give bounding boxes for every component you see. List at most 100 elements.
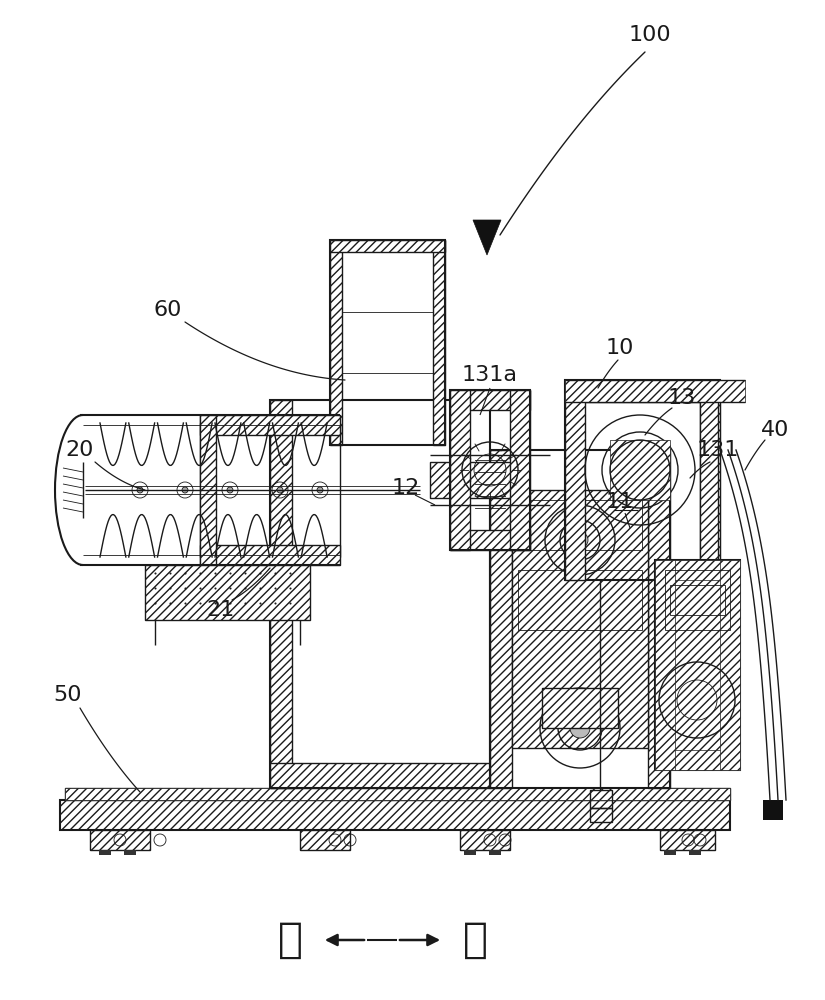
Text: 21: 21 <box>206 600 234 620</box>
Text: 131: 131 <box>697 440 739 460</box>
Bar <box>655 560 740 580</box>
Text: 左: 左 <box>277 919 303 961</box>
Bar <box>330 240 342 445</box>
Bar <box>450 390 470 550</box>
Bar <box>270 763 490 788</box>
Bar <box>270 400 490 788</box>
Text: 20: 20 <box>66 440 94 460</box>
Bar <box>510 390 530 550</box>
Bar <box>565 380 585 580</box>
Bar <box>565 380 720 402</box>
Bar <box>655 750 740 770</box>
Bar <box>65 788 730 800</box>
Bar <box>270 400 292 788</box>
Bar <box>460 830 510 850</box>
Bar <box>65 788 730 800</box>
Bar <box>490 450 512 788</box>
Text: 100: 100 <box>629 25 672 45</box>
Bar <box>200 423 340 557</box>
Text: 右: 右 <box>463 919 488 961</box>
Circle shape <box>227 487 233 493</box>
Bar <box>700 380 720 580</box>
Bar <box>660 830 715 850</box>
Circle shape <box>137 487 143 493</box>
Text: 12: 12 <box>392 478 420 498</box>
Bar <box>518 500 642 550</box>
Bar <box>330 240 445 252</box>
Bar <box>215 580 245 598</box>
Bar <box>665 570 730 630</box>
Bar <box>145 565 310 620</box>
Polygon shape <box>473 220 501 255</box>
Bar <box>200 415 340 435</box>
Bar <box>460 830 510 850</box>
Bar <box>433 240 445 445</box>
Bar <box>450 530 530 550</box>
Circle shape <box>182 487 188 493</box>
Bar <box>430 462 520 498</box>
Bar <box>450 390 470 550</box>
Bar <box>565 380 720 402</box>
Bar <box>518 570 642 630</box>
Bar <box>655 560 675 770</box>
Bar <box>510 390 530 550</box>
Bar <box>99 850 111 855</box>
Text: 10: 10 <box>606 338 634 358</box>
Bar <box>60 800 730 830</box>
Circle shape <box>618 448 662 492</box>
Bar <box>590 790 612 808</box>
Bar <box>565 380 720 580</box>
Text: 50: 50 <box>54 685 82 705</box>
Bar <box>565 380 585 580</box>
Bar <box>655 560 740 770</box>
Bar <box>300 830 350 850</box>
Bar <box>200 415 216 565</box>
Bar <box>450 390 530 550</box>
Bar <box>670 585 725 615</box>
Bar <box>648 450 670 788</box>
Bar <box>660 830 715 850</box>
Bar <box>433 240 445 445</box>
Bar <box>200 545 340 565</box>
Circle shape <box>570 718 590 738</box>
Bar <box>330 240 342 445</box>
Bar <box>60 800 730 830</box>
Bar <box>763 800 783 820</box>
Text: 40: 40 <box>761 420 790 440</box>
Bar <box>90 830 150 850</box>
Bar <box>700 380 720 580</box>
Bar <box>300 830 350 850</box>
Bar <box>145 565 310 620</box>
Bar <box>450 530 530 550</box>
Circle shape <box>572 532 588 548</box>
Circle shape <box>277 487 283 493</box>
Bar <box>542 688 618 728</box>
Bar <box>512 490 648 748</box>
Text: 13: 13 <box>668 388 696 408</box>
Bar <box>430 462 520 498</box>
Bar <box>489 850 501 855</box>
Bar <box>270 400 292 788</box>
Bar <box>200 415 216 565</box>
Bar <box>450 390 530 410</box>
Bar <box>590 808 612 822</box>
Bar <box>542 688 618 728</box>
Bar <box>565 380 745 402</box>
Bar <box>490 450 670 788</box>
Bar <box>200 545 340 565</box>
Bar <box>255 580 280 598</box>
Bar <box>655 560 740 770</box>
Bar <box>330 240 445 252</box>
Bar <box>330 240 445 445</box>
Bar <box>270 763 490 788</box>
Text: 60: 60 <box>153 300 182 320</box>
Bar <box>720 560 740 770</box>
Bar <box>610 440 670 500</box>
Text: 11: 11 <box>606 492 634 512</box>
Bar <box>90 830 150 850</box>
Bar <box>648 450 670 788</box>
Bar <box>200 415 340 435</box>
Bar <box>689 850 701 855</box>
Bar <box>700 390 718 570</box>
Bar <box>464 850 476 855</box>
